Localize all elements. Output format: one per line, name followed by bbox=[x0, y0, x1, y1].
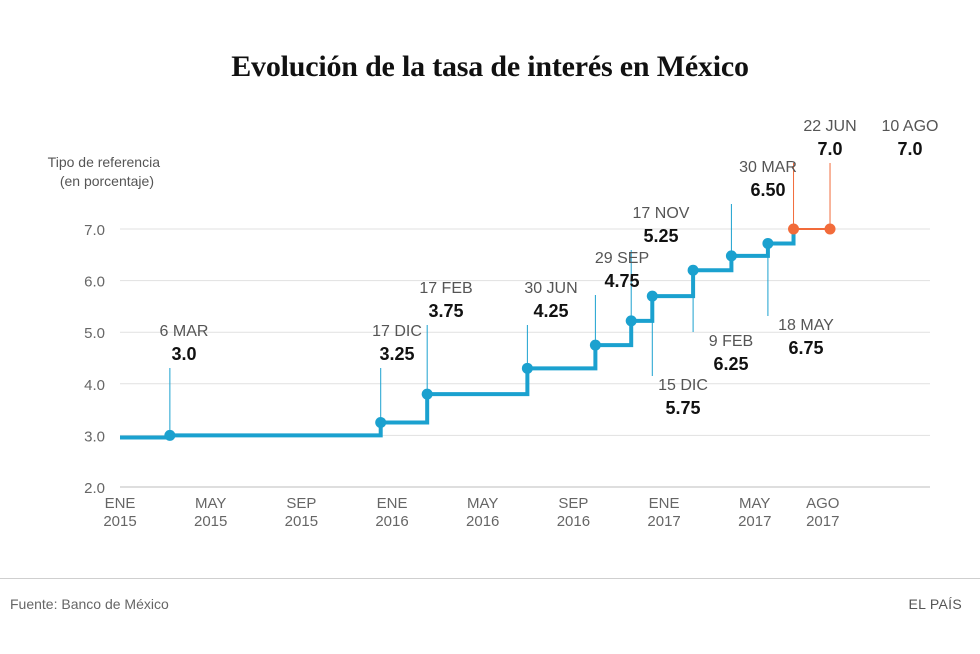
x-tick-month: AGO bbox=[806, 495, 839, 512]
x-tick-month: ENE bbox=[649, 495, 680, 512]
x-tick-year: 2016 bbox=[466, 513, 499, 530]
annotation-date: 10 AGO bbox=[882, 118, 939, 135]
x-tick-year: 2016 bbox=[375, 513, 408, 530]
y-tick-label: 6.0 bbox=[84, 274, 105, 291]
data-point bbox=[164, 429, 176, 441]
annotation-value: 6.50 bbox=[750, 180, 785, 200]
annotation-date: 17 NOV bbox=[633, 205, 690, 222]
footer-divider bbox=[0, 578, 980, 579]
annotation-date: 15 DIC bbox=[658, 377, 708, 394]
data-point bbox=[589, 339, 601, 351]
annotation-date: 30 MAR bbox=[739, 159, 797, 176]
data-point bbox=[725, 250, 737, 262]
annotation-date: 17 FEB bbox=[419, 280, 472, 297]
annotation-date: 18 MAY bbox=[778, 317, 834, 334]
x-tick-year: 2016 bbox=[557, 513, 590, 530]
annotation-date: 9 FEB bbox=[709, 333, 753, 350]
x-tick-month: ENE bbox=[105, 495, 136, 512]
x-tick-year: 2017 bbox=[806, 513, 839, 530]
annotation-date: 22 JUN bbox=[803, 118, 856, 135]
y-tick-label: 7.0 bbox=[84, 222, 105, 239]
x-tick-month: ENE bbox=[377, 495, 408, 512]
y-tick-label: 5.0 bbox=[84, 325, 105, 342]
annotation-value: 7.0 bbox=[817, 139, 842, 159]
data-point bbox=[788, 223, 800, 235]
annotation-value: 6.25 bbox=[713, 354, 748, 374]
x-tick-month: MAY bbox=[195, 495, 226, 512]
annotation-date: 17 DIC bbox=[372, 323, 422, 340]
annotation-value: 3.0 bbox=[171, 344, 196, 364]
data-point bbox=[762, 237, 774, 249]
annotation-date: 6 MAR bbox=[160, 323, 209, 340]
annotation-date: 29 SEP bbox=[595, 250, 649, 267]
annotation-value: 4.75 bbox=[604, 271, 639, 291]
y-tick-label: 3.0 bbox=[84, 428, 105, 445]
y-tick-label: 4.0 bbox=[84, 377, 105, 394]
annotation-value: 4.25 bbox=[533, 301, 568, 321]
chart-title: Evolución de la tasa de interés en Méxic… bbox=[231, 50, 749, 83]
annotation-value: 3.75 bbox=[428, 301, 463, 321]
annotation-value: 3.25 bbox=[379, 344, 414, 364]
x-tick-month: SEP bbox=[558, 495, 588, 512]
data-point bbox=[687, 264, 699, 276]
data-point bbox=[625, 315, 637, 327]
annotation-value: 5.75 bbox=[665, 398, 700, 418]
x-tick-month: SEP bbox=[286, 495, 316, 512]
x-tick-year: 2017 bbox=[647, 513, 680, 530]
x-tick-year: 2015 bbox=[285, 513, 318, 530]
publisher-logo: EL PAÍS bbox=[908, 596, 962, 612]
x-tick-year: 2015 bbox=[194, 513, 227, 530]
y-axis-label-unit: (en porcentaje) bbox=[60, 173, 154, 189]
annotation-value: 5.25 bbox=[643, 226, 678, 246]
x-tick-month: MAY bbox=[467, 495, 498, 512]
source-note: Fuente: Banco de México bbox=[10, 596, 169, 612]
data-point bbox=[375, 417, 387, 428]
annotation-date: 30 JUN bbox=[524, 280, 577, 297]
data-point bbox=[646, 290, 658, 302]
annotation-value: 7.0 bbox=[897, 139, 922, 159]
annotation-value: 6.75 bbox=[788, 338, 823, 358]
x-tick-year: 2015 bbox=[103, 513, 136, 530]
data-point bbox=[824, 223, 836, 235]
y-tick-label: 2.0 bbox=[84, 480, 105, 497]
x-tick-year: 2017 bbox=[738, 513, 771, 530]
x-tick-month: MAY bbox=[739, 495, 770, 512]
y-axis-label: Tipo de referencia bbox=[48, 154, 161, 170]
data-point bbox=[421, 388, 433, 400]
data-point bbox=[521, 362, 533, 374]
